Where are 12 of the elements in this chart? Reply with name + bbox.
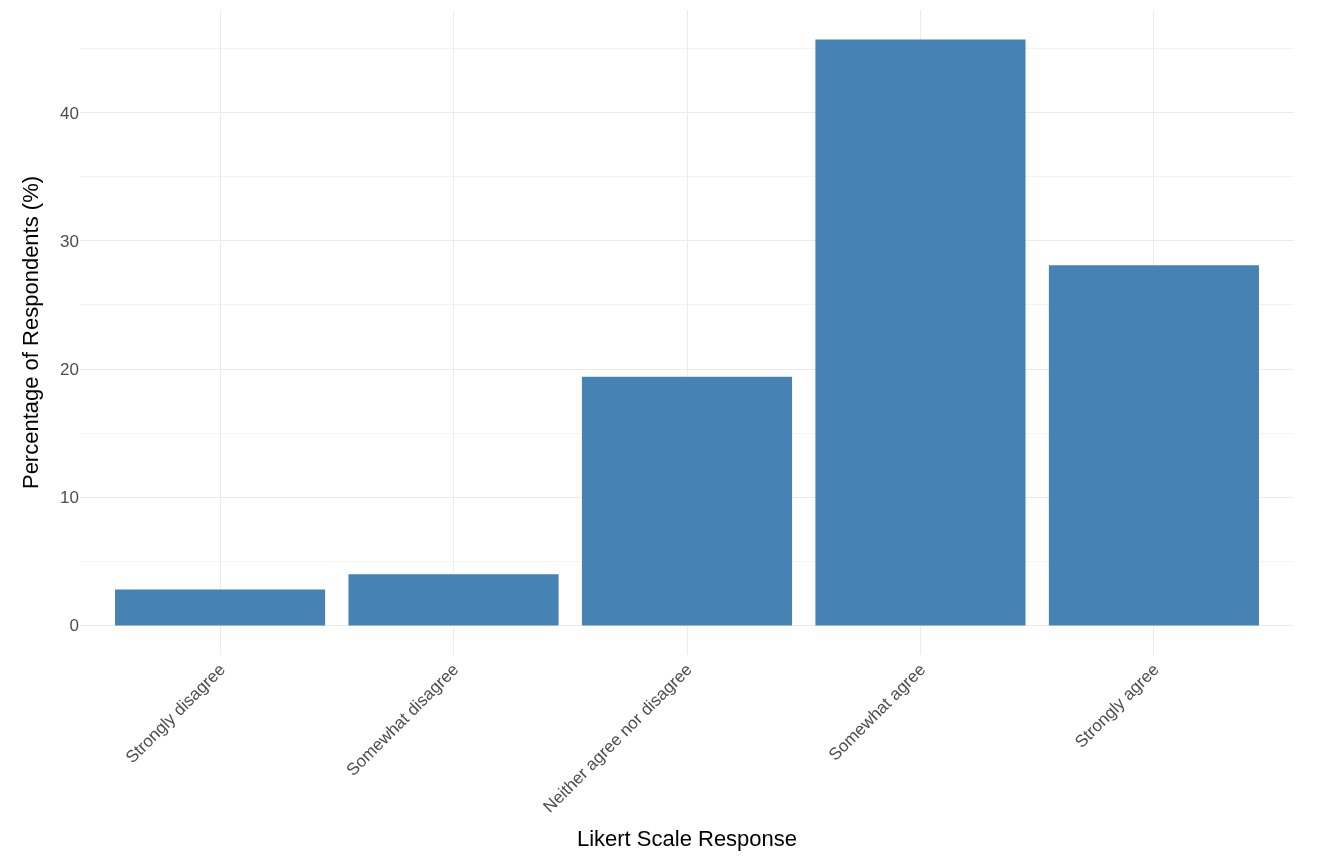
y-tick-label: 0 [69,616,79,636]
bar [115,589,326,626]
y-axis-title: Percentage of Respondents (%) [17,175,43,490]
y-tick-label: 10 [60,488,79,508]
x-axis-title: Likert Scale Response [576,826,798,852]
bar [348,574,559,626]
bar [815,39,1026,626]
y-tick-label: 30 [60,231,79,251]
bar [1048,265,1259,626]
bar [581,376,793,626]
y-tick-label: 20 [60,360,79,379]
y-tick-label: 40 [60,103,79,123]
